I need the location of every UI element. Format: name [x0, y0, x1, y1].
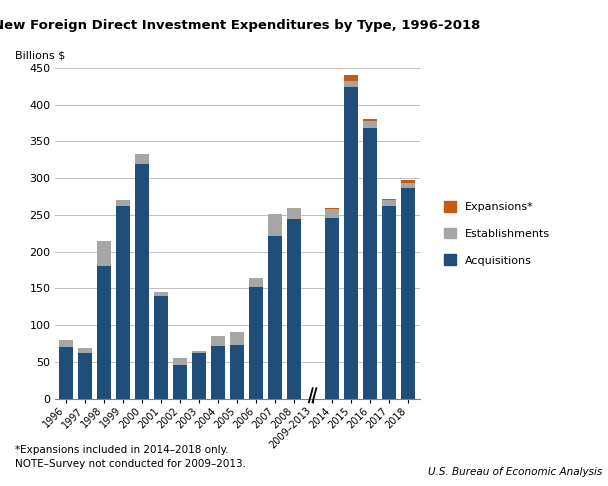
Bar — [230, 331, 244, 345]
Bar — [249, 287, 263, 399]
Bar — [345, 75, 358, 81]
Bar — [269, 214, 282, 236]
Text: New Foreign Direct Investment Expenditures by Type, 1996-2018: New Foreign Direct Investment Expenditur… — [0, 19, 481, 33]
Bar — [345, 81, 358, 87]
Bar — [173, 358, 187, 364]
Bar — [249, 278, 263, 287]
Text: NOTE–Survey not conducted for 2009–2013.: NOTE–Survey not conducted for 2009–2013. — [15, 459, 246, 469]
Bar — [97, 266, 111, 399]
Bar — [136, 154, 149, 163]
Bar — [212, 346, 225, 399]
Bar — [325, 209, 339, 218]
Bar — [117, 206, 130, 399]
Bar — [288, 219, 301, 399]
Text: Billions $: Billions $ — [15, 51, 66, 61]
Bar — [325, 218, 339, 399]
Bar — [230, 345, 244, 399]
Bar — [154, 296, 168, 399]
Bar — [78, 353, 92, 399]
Bar — [364, 128, 377, 399]
Text: U.S. Bureau of Economic Analysis: U.S. Bureau of Economic Analysis — [427, 467, 602, 477]
Bar — [193, 351, 206, 353]
Text: *Expansions included in 2014–2018 only.: *Expansions included in 2014–2018 only. — [15, 445, 229, 455]
Bar — [60, 347, 73, 399]
Legend: Expansions*, Establishments, Acquisitions: Expansions*, Establishments, Acquisition… — [440, 197, 554, 270]
Bar — [288, 208, 301, 219]
Bar — [269, 236, 282, 399]
Bar — [193, 353, 206, 399]
Bar — [401, 183, 415, 188]
Bar — [212, 336, 225, 346]
Bar — [136, 163, 149, 399]
Bar — [173, 364, 187, 399]
Bar — [382, 206, 396, 399]
Bar — [97, 241, 111, 266]
Bar — [401, 188, 415, 399]
Bar — [325, 208, 339, 209]
Bar — [364, 120, 377, 121]
Bar — [364, 121, 377, 128]
Bar — [60, 340, 73, 347]
Bar — [382, 199, 396, 200]
Bar — [78, 348, 92, 353]
Bar — [154, 292, 168, 296]
Bar — [382, 200, 396, 206]
Bar — [345, 87, 358, 399]
Bar — [401, 180, 415, 183]
Bar — [117, 200, 130, 206]
